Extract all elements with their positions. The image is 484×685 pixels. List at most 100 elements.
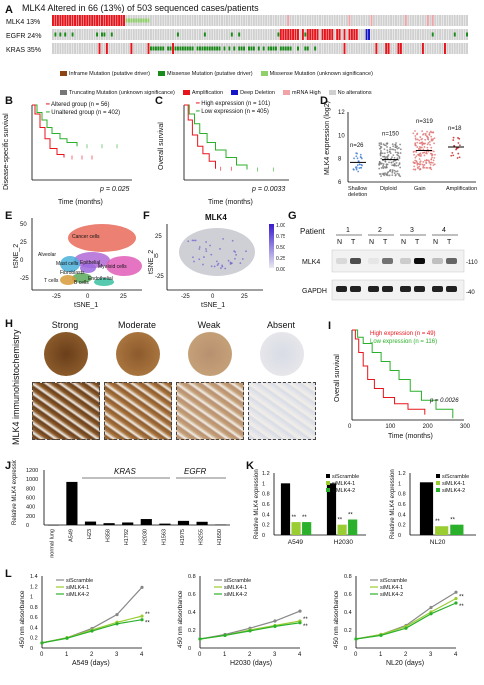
- oncoprint-cell: [194, 43, 197, 54]
- data-point: [378, 167, 381, 170]
- oncoprint-alteration: [93, 15, 96, 26]
- expr-point: [210, 253, 213, 256]
- data-point: [356, 164, 359, 167]
- data-point: [382, 164, 385, 167]
- oncoprint-cell: [189, 15, 192, 26]
- data-point: [357, 160, 360, 163]
- oncoprint-cell: [277, 15, 280, 26]
- oncoprint-cell: [319, 29, 321, 40]
- blot-band: [382, 258, 393, 264]
- legend-text: Truncating Mutation (unknown significanc…: [69, 90, 175, 96]
- x-tick-label: 3: [115, 652, 119, 658]
- oncoprint-cell: [74, 43, 76, 54]
- data-point: [395, 161, 398, 164]
- oncoprint-cell: [346, 29, 348, 40]
- data-point: [416, 132, 419, 135]
- cluster-label: B cells: [74, 280, 89, 286]
- cluster-label: Fibroblasts: [60, 270, 85, 276]
- oncoprint-cell: [59, 43, 62, 54]
- oncoprint-cell: [407, 15, 410, 26]
- oncoprint-cell: [458, 15, 461, 26]
- data-point: [140, 618, 144, 622]
- bar: [435, 526, 449, 535]
- gene-label-mlk4: MLK4 13%: [6, 19, 41, 26]
- data-point: [416, 138, 419, 141]
- oncoprint-cell: [439, 15, 442, 26]
- y-tick-label: 0.2: [262, 523, 270, 529]
- oncoprint-cell: [127, 29, 130, 40]
- plot-title-f: MLK4: [205, 213, 227, 222]
- oncoprint-alteration: [120, 15, 123, 26]
- expr-point: [241, 258, 244, 260]
- legend-c-high: ━ High expression (n = 101): [196, 101, 271, 107]
- y-tick-label: 10: [338, 133, 345, 139]
- data-point: [423, 146, 426, 148]
- oncoprint-cell: [260, 15, 263, 26]
- panel-a-label: A: [5, 4, 13, 16]
- ihc-zoom-image: [104, 382, 172, 440]
- blot-band: [414, 286, 425, 292]
- oncoprint-cell: [248, 29, 250, 40]
- data-point: [433, 137, 436, 140]
- data-point: [419, 160, 422, 163]
- oncoprint-cell: [458, 43, 461, 54]
- cluster-label: Cancer cells: [72, 234, 100, 240]
- data-point: [391, 174, 394, 177]
- oncoprint-cell: [350, 43, 353, 54]
- oncoprint-alteration: [137, 18, 140, 23]
- y-tick-label: 25: [155, 234, 162, 240]
- oncoprint-alteration: [101, 32, 103, 37]
- oncoprint-cell: [365, 15, 368, 26]
- data-point: [430, 138, 433, 141]
- ylabel-l: 450 nm absorbance: [333, 590, 340, 648]
- oncoprint-alteration: [169, 46, 172, 51]
- panel-f-label: F: [143, 210, 150, 222]
- legend-text: Inframe Mutation (putative driver): [69, 71, 151, 77]
- oncoprint-cell: [350, 15, 353, 26]
- oncoprint-cell: [429, 29, 432, 40]
- data-point: [415, 138, 417, 141]
- legend-swatch: [282, 90, 290, 96]
- oncoprint-cell: [419, 29, 422, 40]
- oncoprint-alteration: [230, 32, 233, 37]
- bar: [450, 524, 464, 535]
- oncoprint-cell: [326, 43, 329, 54]
- oncoprint-alteration: [184, 46, 187, 51]
- oncoprint-cell: [235, 43, 238, 54]
- oncoprint-cell: [333, 29, 336, 40]
- oncoprint-alteration: [353, 29, 356, 40]
- blot-band: [432, 258, 443, 264]
- data-point: [383, 148, 386, 151]
- oncoprint-cell: [83, 43, 86, 54]
- expr-point: [234, 251, 237, 253]
- oncoprint-alteration: [287, 46, 290, 51]
- data-point: [423, 151, 426, 154]
- expr-point: [229, 263, 232, 265]
- data-point: [397, 147, 400, 149]
- data-point: [393, 169, 396, 172]
- oncoprint-alteration: [186, 46, 189, 51]
- data-point: [426, 143, 429, 146]
- oncoprint-cell: [392, 15, 395, 26]
- oncoprint-alteration: [86, 15, 89, 26]
- expr-point: [198, 258, 201, 261]
- oncoprint-cell: [306, 15, 309, 26]
- oncoprint-alteration: [213, 46, 216, 51]
- x-tick-label: normal lung: [50, 529, 56, 558]
- oncoprint-cell: [341, 29, 344, 40]
- legend-b-altered: ━ Altered group (n = 56): [46, 102, 110, 108]
- bar: [348, 519, 358, 535]
- oncoprint-cell: [439, 29, 442, 40]
- data-point: [457, 137, 459, 139]
- oncoprint-cell: [206, 15, 209, 26]
- blot-band: [350, 258, 361, 264]
- oncoprint-cell: [414, 43, 417, 54]
- x-tick-label: -25: [52, 294, 61, 300]
- survival-curve: [352, 329, 426, 415]
- y-tick-label: 1.2: [262, 471, 270, 477]
- expr-point: [193, 239, 195, 242]
- oncoprint-cell: [434, 15, 437, 26]
- oncoprint-cell: [243, 15, 246, 26]
- y-tick-label: 0.8: [262, 492, 270, 498]
- data-point: [428, 160, 431, 163]
